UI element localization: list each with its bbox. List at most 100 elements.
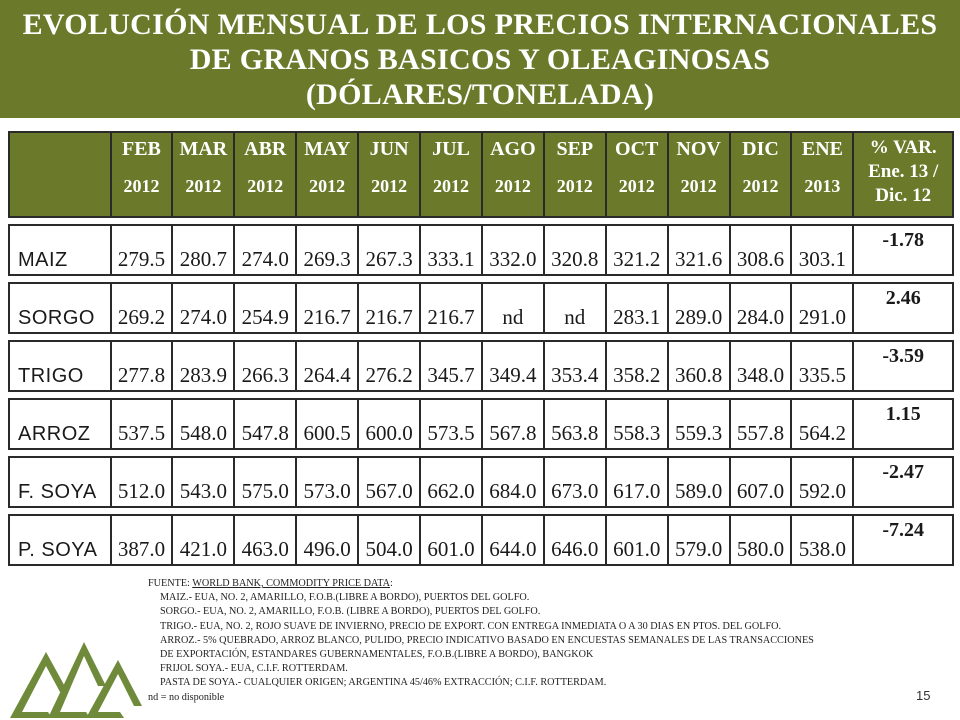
column-header: MAY 2012 xyxy=(295,131,360,218)
column-year: 2012 xyxy=(494,176,531,196)
source-line: FUENTE: WORLD BANK, COMMODITY PRICE DATA… xyxy=(148,577,938,591)
price-value: 662.0 xyxy=(427,479,475,503)
price-value: 559.3 xyxy=(674,421,723,445)
price-value: 274.0 xyxy=(179,305,227,329)
price-value: 567.8 xyxy=(489,421,537,445)
price-value: 303.1 xyxy=(798,247,847,271)
variation-value: -7.24 xyxy=(882,519,925,541)
commodity-name-text: F. SOYA xyxy=(18,481,97,503)
row-spacer xyxy=(9,274,953,284)
column-month: SEP xyxy=(556,138,594,160)
price-cell: 592.0 xyxy=(790,456,855,508)
column-month: MAY xyxy=(304,138,351,160)
price-value: 589.0 xyxy=(674,479,723,503)
column-month: JUN xyxy=(369,138,409,160)
row-spacer xyxy=(9,448,953,458)
price-cell: 662.0 xyxy=(419,456,483,508)
price-value: 345.7 xyxy=(427,363,475,387)
column-header: JUN 2012 xyxy=(357,131,422,218)
price-value: 353.4 xyxy=(551,363,599,387)
variation-value: 1.15 xyxy=(885,403,921,425)
title-line-2: DE GRANOS BASICOS Y OLEAGINOSAS xyxy=(189,43,771,76)
price-cell: 335.5 xyxy=(790,340,855,392)
price-cell: 349.4 xyxy=(480,340,545,392)
price-cell: 573.5 xyxy=(419,398,483,450)
column-month: JUL xyxy=(432,138,470,160)
column-year: 2012 xyxy=(432,176,469,196)
column-header: NOV 2012 xyxy=(666,131,731,218)
variation-header-line: Dic. 12 xyxy=(875,185,932,206)
price-value: 673.0 xyxy=(551,479,599,503)
price-value: 387.0 xyxy=(117,537,166,561)
column-month: NOV xyxy=(676,138,721,160)
column-header: JUL 2012 xyxy=(419,131,483,218)
price-cell: 644.0 xyxy=(480,514,545,566)
price-value: 496.0 xyxy=(303,537,351,561)
price-cell: 548.0 xyxy=(171,398,236,450)
note-line: DE EXPORTACIÓN, ESTANDARES GUBERNAMENTAL… xyxy=(160,649,594,661)
price-cell: 266.3 xyxy=(233,340,298,392)
spacer-cell xyxy=(9,390,953,400)
price-value: 279.5 xyxy=(117,247,166,271)
price-cell: 283.1 xyxy=(604,282,669,334)
header-corner-cell xyxy=(8,131,112,218)
column-header: ABR 2012 xyxy=(233,131,298,218)
source-label: WORLD BANK, COMMODITY PRICE DATA xyxy=(192,578,390,589)
variation-cell: -2.47 xyxy=(852,456,954,508)
variation-header-line: Ene. 13 / xyxy=(868,161,939,182)
spacer-cell xyxy=(9,448,953,458)
title-line-3: (DÓLARES/TONELADA) xyxy=(305,78,655,111)
commodity-name-text: SORGO xyxy=(18,307,95,329)
price-value: 360.8 xyxy=(674,363,723,387)
commodity-name: TRIGO xyxy=(8,340,112,392)
column-header: AGO 2012 xyxy=(480,131,545,218)
price-cell: 269.2 xyxy=(109,282,174,334)
price-value: 644.0 xyxy=(489,537,537,561)
note-line: PASTA DE SOYA.- CUALQUIER ORIGEN; ARGENT… xyxy=(160,677,607,689)
price-value: 601.0 xyxy=(613,537,661,561)
price-cell: 280.7 xyxy=(171,224,236,276)
commodity-name-text: TRIGO xyxy=(18,365,84,387)
price-value: 592.0 xyxy=(798,479,847,503)
row-spacer xyxy=(9,506,953,516)
commodity-name: P. SOYA xyxy=(8,514,112,566)
price-value: 567.0 xyxy=(365,479,413,503)
column-year: 2012 xyxy=(185,176,222,196)
price-value: 269.3 xyxy=(303,247,351,271)
price-value: 358.2 xyxy=(613,363,661,387)
price-value: 321.6 xyxy=(674,247,723,271)
price-cell: 276.2 xyxy=(357,340,422,392)
price-value: 573.5 xyxy=(427,421,475,445)
price-cell: 320.8 xyxy=(542,224,607,276)
note-line: TRIGO.- EUA, NO. 2, ROJO SUAVE DE INVIER… xyxy=(160,620,782,632)
price-cell: 559.3 xyxy=(666,398,731,450)
price-cell: 547.8 xyxy=(233,398,298,450)
price-value: 266.3 xyxy=(241,363,289,387)
column-month: DIC xyxy=(742,138,779,160)
price-cell: 308.6 xyxy=(728,224,793,276)
variation-value: -3.59 xyxy=(882,345,925,367)
title-line-1: EVOLUCIÓN MENSUAL DE LOS PRECIOS INTERNA… xyxy=(22,8,938,41)
column-year: 2012 xyxy=(742,176,779,196)
price-cell: 348.0 xyxy=(728,340,793,392)
price-cell: 601.0 xyxy=(419,514,483,566)
nd-footnote: nd = no disponible xyxy=(148,692,225,703)
table-row: ARROZ 537.5 548.0 547.8 600.5 600.0 573.5 567.8… xyxy=(8,398,954,450)
price-value: 558.3 xyxy=(613,421,661,445)
column-month: FEB xyxy=(122,138,161,160)
source-prefix: FUENTE: xyxy=(148,578,193,589)
source-notes: FUENTE: WORLD BANK, COMMODITY PRICE DATA… xyxy=(148,577,938,691)
column-year: 2012 xyxy=(247,176,284,196)
price-cell: 564.2 xyxy=(790,398,855,450)
source-suffix: : xyxy=(390,578,393,589)
column-header: ENE 2013 xyxy=(790,131,855,218)
price-cell: 557.8 xyxy=(728,398,793,450)
commodity-name-text: ARROZ xyxy=(18,423,91,445)
spacer-cell xyxy=(9,506,953,516)
price-cell: 264.4 xyxy=(295,340,360,392)
price-value: 308.6 xyxy=(736,247,785,271)
price-value: 349.4 xyxy=(489,363,537,387)
price-cell: 303.1 xyxy=(790,224,855,276)
variation-header-line: % VAR. xyxy=(869,137,937,158)
price-value: 348.0 xyxy=(736,363,785,387)
